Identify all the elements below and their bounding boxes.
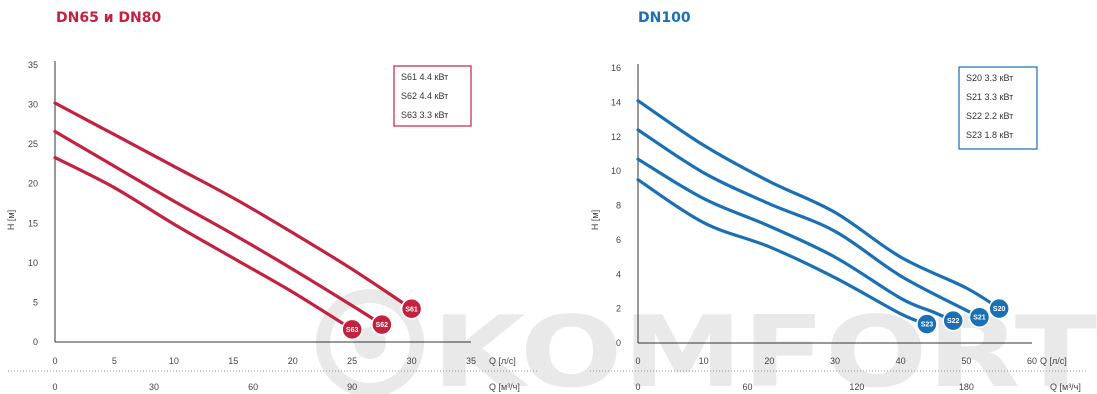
- chart-1-x-tick-label: 5: [112, 356, 117, 366]
- chart-1-y-tick-label: 0: [33, 337, 38, 347]
- chart-2-legend-entry: S21 3.3 кВт: [966, 92, 1013, 102]
- chart-2-x-tick-label: 0: [635, 356, 640, 366]
- chart-1-y-tick-label: 5: [33, 297, 38, 307]
- chart-1-title: DN65 и DN80: [56, 10, 162, 26]
- chart-2-x2-tick-label: 120: [849, 382, 864, 392]
- chart-1-x-tick-label: 20: [288, 356, 298, 366]
- chart-1-y-tick-label: 25: [28, 139, 38, 149]
- chart-2-x2-tick-label: 0: [635, 382, 640, 392]
- chart-2-x-tick-label: 50: [961, 356, 971, 366]
- chart-2-series-s21-badge-label: S21: [973, 315, 986, 322]
- chart-1-x2-tick-label: 30: [149, 382, 159, 392]
- chart-1-legend-entry: S61 4.4 кВт: [401, 72, 448, 82]
- chart-1-x-tick-label: 30: [407, 356, 417, 366]
- chart-2-x-tick-label: 30: [830, 356, 840, 366]
- chart-1-x2-tick-label: 0: [52, 382, 57, 392]
- chart-2-series-s20-badge: S20: [988, 297, 1010, 320]
- watermark-logo-icon: [316, 289, 424, 394]
- watermark-logo-core: [354, 327, 386, 359]
- chart-1-series-s61-badge-label: S61: [405, 306, 418, 313]
- chart-1-y-tick-label: 10: [28, 258, 38, 268]
- chart-1-series-s61-line: [53, 101, 414, 311]
- chart-2-y-tick-label: 4: [616, 269, 621, 279]
- chart-1-x-tick-label: 10: [169, 356, 179, 366]
- chart-1-y-tick-label: 15: [28, 218, 38, 228]
- chart-2-series-s22-line: [636, 157, 955, 323]
- chart-2-y-tick-label: 8: [616, 201, 621, 211]
- chart-2-series-s23-line: [636, 178, 929, 326]
- chart-2-x-tick-label: 20: [764, 356, 774, 366]
- chart-2-y-tick-label: 2: [616, 304, 621, 314]
- chart-2-legend-entry: S23 1.8 кВт: [966, 130, 1013, 140]
- chart-1-series-s63-line: [53, 156, 354, 331]
- chart-1-x-tick-label: 35: [466, 356, 476, 366]
- chart-1-x-tick-label: 25: [347, 356, 357, 366]
- chart-1-series-s62-badge-label: S62: [376, 322, 389, 329]
- chart-1-y-tick-label: 20: [28, 179, 38, 189]
- chart-2-x-tick-label: 40: [896, 356, 906, 366]
- chart-1-x2-axis-label: Q [м³/ч]: [489, 382, 520, 392]
- chart-1-series-s62-line: [53, 129, 384, 327]
- chart-2-series-s22-badge: S22: [942, 309, 964, 332]
- chart-2-series-s20-badge-label: S20: [993, 306, 1006, 313]
- chart-2-y-tick-label: 14: [611, 97, 621, 107]
- chart-1-x2-tick-label: 60: [248, 382, 258, 392]
- chart-1-series-s62-badge: S62: [371, 313, 393, 336]
- chart-2-x-tick-label: 10: [699, 356, 709, 366]
- chart-2-y-tick-label: 12: [611, 132, 621, 142]
- chart-2-legend-entry: S22 2.2 кВт: [966, 111, 1013, 121]
- chart-2-legend-box: [958, 66, 1038, 150]
- chart-2-title: DN100: [638, 10, 691, 26]
- chart-2-series-s22-badge-label: S22: [947, 318, 960, 325]
- chart-2-x2-tick-label: 180: [959, 382, 974, 392]
- chart-2-series-s23-badge-label: S23: [921, 322, 934, 329]
- chart-1-x2-tick-label: 90: [347, 382, 357, 392]
- chart-1-y-tick-label: 35: [28, 60, 38, 70]
- chart-1-series-s61-badge: S61: [400, 298, 423, 320]
- chart-2-series-s23-badge: S23: [916, 313, 938, 335]
- chart-1-x-tick-label: 15: [228, 356, 238, 366]
- chart-1-legend-box: [393, 65, 472, 127]
- chart-2-x2-tick-label: 60: [742, 382, 752, 392]
- chart-2-x-axis-label: Q [л/с]: [1040, 356, 1067, 366]
- chart-2-y-tick-label: 6: [616, 235, 621, 245]
- chart-2-y-tick-label: 10: [611, 166, 621, 176]
- chart-1-legend-entry: S62 4.4 кВт: [401, 91, 448, 101]
- chart-2-series-s21-badge: S21: [968, 306, 991, 328]
- chart-2-x-tick-label: 60: [1027, 356, 1037, 366]
- chart-1-legend: S61 4.4 кВт S62 4.4 кВт S63 3.3 кВт: [393, 65, 472, 127]
- chart-1-y-axis-label: H [м]: [6, 210, 16, 230]
- chart-2-series-s21-line: [636, 128, 982, 319]
- chart-2-y-tick-label: 0: [616, 338, 621, 348]
- chart-2-y-tick-label: 16: [611, 63, 621, 73]
- chart-2-legend: S20 3.3 кВт S21 3.3 кВт S22 2.2 кВт S23 1.8…: [958, 66, 1038, 150]
- chart-1-legend-entry: S63 3.3 кВт: [401, 110, 448, 120]
- chart-1-y-tick-label: 30: [28, 100, 38, 110]
- chart-2-y-axis-label: H [м]: [590, 210, 600, 230]
- chart-2-series-s20-line: [636, 99, 1001, 311]
- chart-1-x-axis-label: Q [л/с]: [489, 356, 516, 366]
- chart-1-series-s63-badge-label: S63: [346, 327, 359, 334]
- chart-2-x2-axis-label: Q [м³/ч]: [1050, 382, 1081, 392]
- chart-2-legend-entry: S20 3.3 кВт: [966, 73, 1013, 83]
- chart-1-series-s63-badge: S63: [341, 318, 363, 341]
- chart-1-x-tick-label: 0: [52, 356, 57, 366]
